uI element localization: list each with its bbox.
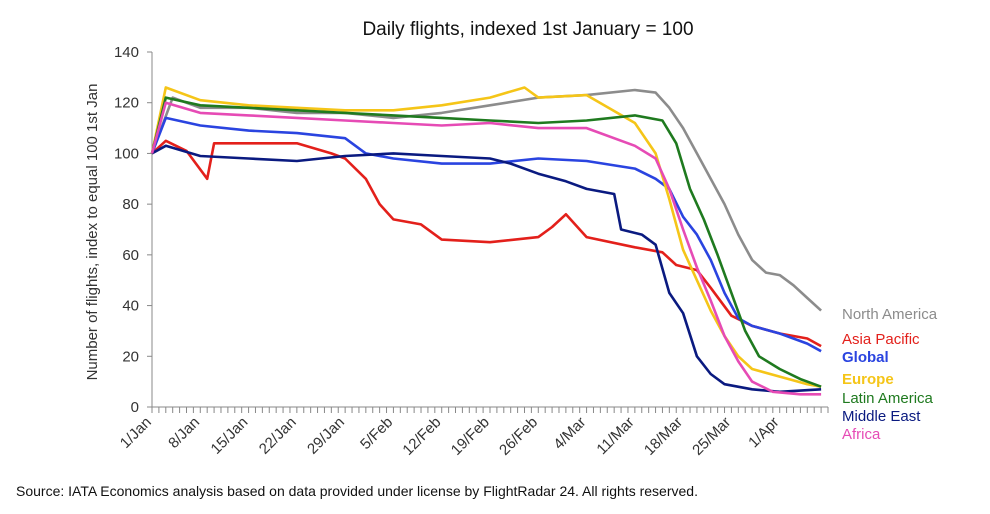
legend-label-africa: Africa xyxy=(842,426,881,443)
y-tick-label: 100 xyxy=(114,145,139,162)
x-tick-label: 1/Jan xyxy=(117,414,155,452)
x-tick-label: 25/Mar xyxy=(689,414,734,459)
y-tick-label: 120 xyxy=(114,95,139,112)
y-tick-label: 80 xyxy=(122,196,139,213)
y-axis-label: Number of flights, index to equal 100 1s… xyxy=(84,84,101,381)
x-tick-label: 12/Feb xyxy=(399,414,444,459)
series-line-middle-east xyxy=(151,144,822,394)
x-tick-label: 4/Mar xyxy=(550,414,589,453)
y-tick-label: 60 xyxy=(122,247,139,264)
source-note: Source: IATA Economics analysis based on… xyxy=(16,483,698,499)
legend-label-europe: Europe xyxy=(842,371,894,388)
series-line-africa xyxy=(150,101,822,396)
series-line-latin-america xyxy=(150,96,822,388)
y-tick-label: 0 xyxy=(131,399,139,416)
y-axis: 0 20 40 60 80 100 120 140 xyxy=(114,44,153,416)
x-tick-label: 29/Jan xyxy=(304,414,348,458)
legend-label-north-america: North America xyxy=(842,306,938,323)
y-tick-label: 140 xyxy=(114,44,139,61)
x-tick-label: 22/Jan xyxy=(256,414,300,458)
legend-label-asia-pacific: Asia Pacific xyxy=(842,331,920,348)
x-tick-label: 19/Feb xyxy=(448,414,493,459)
x-axis: 1/Jan 8/Jan 15/Jan 22/Jan 29/Jan 5/Feb 12/Feb 1… xyxy=(117,406,829,459)
x-tick-label: 8/Jan xyxy=(165,414,203,452)
x-tick-label: 5/Feb xyxy=(357,414,396,453)
series-line-north-america xyxy=(150,88,822,312)
x-tick-label: 26/Feb xyxy=(496,414,541,459)
legend-label-middle-east: Middle East xyxy=(842,408,921,425)
series-line-europe xyxy=(150,86,822,388)
y-tick-label: 40 xyxy=(122,298,139,315)
chart-title: Daily flights, indexed 1st January = 100 xyxy=(362,19,693,40)
series-lines xyxy=(150,86,822,396)
series-line-global xyxy=(150,116,822,353)
series-line-asia-pacific xyxy=(151,139,822,348)
x-tick-label: 11/Mar xyxy=(593,414,637,458)
x-tick-label: 1/Apr xyxy=(745,414,782,451)
legend-label-global: Global xyxy=(842,349,889,366)
x-tick-label: 15/Jan xyxy=(208,414,252,458)
legend-label-latin-america: Latin America xyxy=(842,390,934,407)
y-tick-label: 20 xyxy=(122,348,139,365)
x-tick-label: 18/Mar xyxy=(641,414,686,459)
